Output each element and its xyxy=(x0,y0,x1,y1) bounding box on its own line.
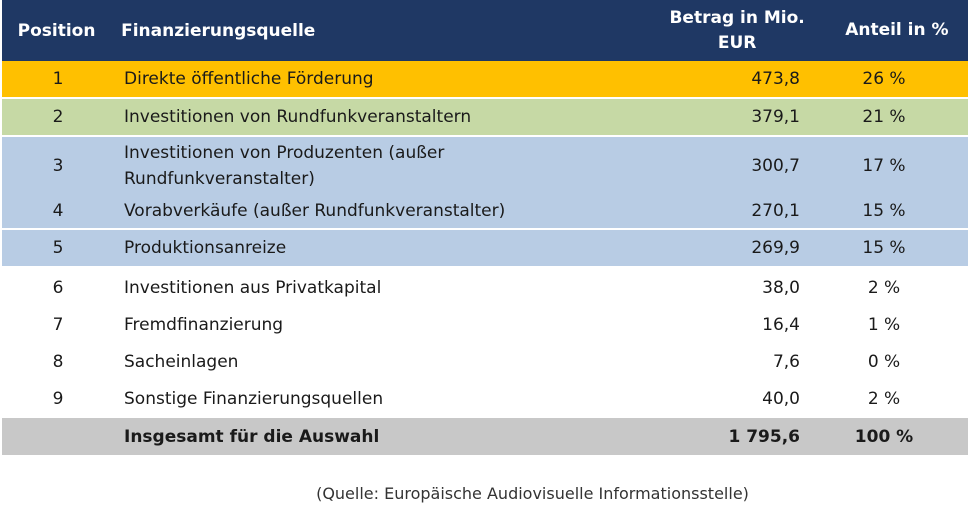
row-amount: 269,9 xyxy=(751,238,800,258)
row-source: Fremdfinanzierung xyxy=(124,314,284,335)
row-source: Vorabverkäufe (außer Rundfunkveranstalte… xyxy=(124,201,506,221)
row-position: 5 xyxy=(52,238,64,258)
row-position: 3 xyxy=(52,155,64,176)
row-source: Investitionen von Rundfunkveranstaltern xyxy=(124,107,472,127)
row-source: Investitionen aus Privatkapital xyxy=(124,277,382,298)
total-row: Insgesamt für die Auswahl 1 795,6 100 % xyxy=(2,418,968,455)
row-share: 15 % xyxy=(862,238,906,258)
row-share: 0 % xyxy=(867,351,901,372)
table-row: 4 Vorabverkäufe (außer Rundfunkveranstal… xyxy=(2,194,968,228)
row-amount: 473,8 xyxy=(751,69,800,89)
row-position: 6 xyxy=(52,277,64,298)
row-amount: 379,1 xyxy=(751,107,800,127)
row-share: 2 % xyxy=(867,277,901,298)
row-source: Sacheinlagen xyxy=(124,351,239,372)
header-position: Position xyxy=(17,20,96,41)
header-share: Anteil in % xyxy=(845,20,949,40)
row-source: Investitionen von Produzenten (außer Run… xyxy=(124,142,445,189)
row-position: 8 xyxy=(52,351,64,372)
row-share: 1 % xyxy=(867,314,901,335)
row-amount: 300,7 xyxy=(751,155,800,176)
table-row: 6 Investitionen aus Privatkapital 38,0 2… xyxy=(2,269,968,306)
table-row: 8 Sacheinlagen 7,6 0 % xyxy=(2,343,968,380)
table-row: 3 Investitionen von Produzenten (außer R… xyxy=(2,137,968,194)
row-amount: 270,1 xyxy=(751,201,800,221)
row-position: 1 xyxy=(52,69,64,89)
row-position: 4 xyxy=(52,201,64,221)
row-share: 15 % xyxy=(862,201,906,221)
row-share: 26 % xyxy=(862,69,906,89)
table-row: 7 Fremdfinanzierung 16,4 1 % xyxy=(2,306,968,343)
row-share: 17 % xyxy=(862,155,906,176)
row-position: 9 xyxy=(52,388,64,409)
row-source: Sonstige Finanzierungsquellen xyxy=(124,388,384,409)
table-row: 5 Produktionsanreize 269,9 15 % xyxy=(2,230,968,266)
row-share: 2 % xyxy=(867,388,901,409)
financing-table: Position Finanzierungsquelle Betrag in M… xyxy=(2,0,968,455)
row-amount: 38,0 xyxy=(762,277,800,298)
row-amount: 40,0 xyxy=(762,388,800,409)
total-share: 100 % xyxy=(854,426,914,447)
row-source: Direkte öffentliche Förderung xyxy=(124,69,374,89)
header-amount: Betrag in Mio. EUR xyxy=(669,7,805,53)
row-amount: 16,4 xyxy=(762,314,800,335)
total-amount: 1 795,6 xyxy=(728,426,800,447)
source-footnote: (Quelle: Europäische Audiovisuelle Infor… xyxy=(316,484,749,503)
total-label: Insgesamt für die Auswahl xyxy=(124,426,380,447)
table-row: 1 Direkte öffentliche Förderung 473,8 26… xyxy=(2,61,968,97)
row-amount: 7,6 xyxy=(772,351,800,372)
row-position: 2 xyxy=(52,107,64,127)
table-row: 2 Investitionen von Rundfunkveranstalter… xyxy=(2,99,968,135)
row-share: 21 % xyxy=(862,107,906,127)
table-row: 9 Sonstige Finanzierungsquellen 40,0 2 % xyxy=(2,380,968,417)
header-source: Finanzierungsquelle xyxy=(121,20,316,41)
row-source: Produktionsanreize xyxy=(124,238,287,258)
table-header: Position Finanzierungsquelle Betrag in M… xyxy=(2,0,968,61)
row-position: 7 xyxy=(52,314,64,335)
